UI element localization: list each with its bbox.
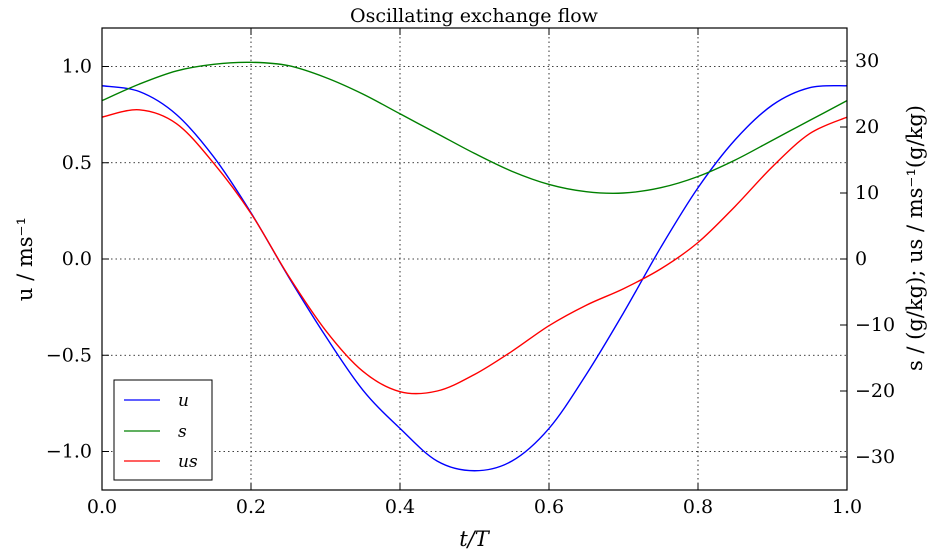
legend: u s us <box>113 379 213 481</box>
right-y-tick-label: −30 <box>855 446 895 468</box>
legend-label-us: us <box>178 452 198 472</box>
right-y-tick-label: 20 <box>855 116 879 138</box>
right-y-tick-label: 30 <box>855 50 879 72</box>
left-axis-label: u / ms⁻¹ <box>13 217 37 301</box>
axis-ticks: 0.0 0.2 0.4 0.6 0.8 1.0 −1.0 −0.5 0.0 0.5 1.0 −30 −2… <box>46 28 895 518</box>
x-tick-label: 0.2 <box>236 496 266 518</box>
right-y-tick-label: −20 <box>855 380 895 402</box>
right-y-tick-label: −10 <box>855 314 895 336</box>
legend-box <box>113 379 213 481</box>
plot-background <box>102 28 847 490</box>
x-axis-label: t/T <box>459 527 491 551</box>
right-y-tick-label: 10 <box>855 182 879 204</box>
left-y-tick-label: 0.5 <box>62 152 92 174</box>
right-y-tick-label: 0 <box>855 248 867 270</box>
series-lines <box>101 61 848 472</box>
left-y-tick-label: −0.5 <box>46 344 92 366</box>
chart-title: Oscillating exchange flow <box>350 5 599 27</box>
series-line-u <box>101 84 848 472</box>
x-tick-label: 0.4 <box>385 496 415 518</box>
x-tick-label: 0.0 <box>87 496 117 518</box>
right-axis-label: s / (g/kg); us / ms⁻¹(g/kg) <box>903 105 927 371</box>
left-y-tick-label: 1.0 <box>62 56 92 78</box>
series-line-us <box>101 109 848 395</box>
series-line-s <box>101 61 848 194</box>
x-tick-label: 1.0 <box>832 496 862 518</box>
x-tick-label: 0.8 <box>683 496 713 518</box>
grid-lines <box>102 28 847 490</box>
legend-label-u: u <box>178 391 189 411</box>
left-y-tick-label: 0.0 <box>62 248 92 270</box>
x-tick-label: 0.6 <box>534 496 564 518</box>
legend-label-s: s <box>178 422 187 442</box>
left-y-tick-label: −1.0 <box>46 441 92 463</box>
